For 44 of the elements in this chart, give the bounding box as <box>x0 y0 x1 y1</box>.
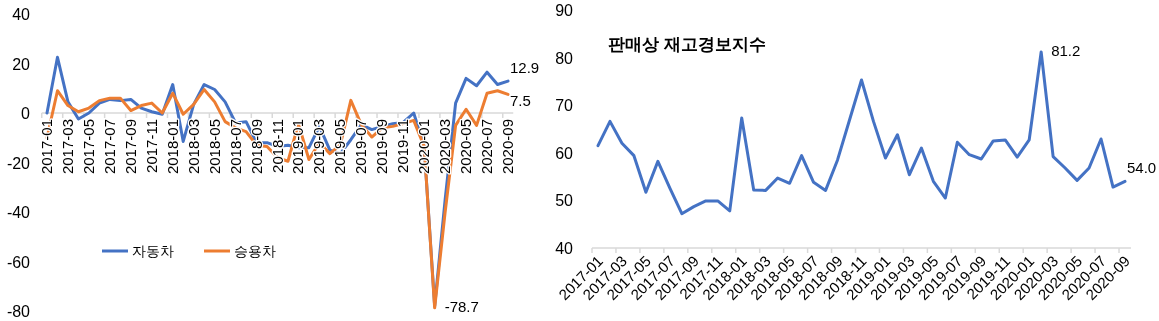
x-tick-label: 2017-01 <box>38 119 55 175</box>
x-tick-label: 2019-11 <box>394 119 412 173</box>
x-tick-label: 2018-01 <box>163 119 181 175</box>
x-tick-label: 2019-05 <box>331 119 349 175</box>
x-tick-label: 2020-07 <box>478 119 496 175</box>
y-tick-label: 40 <box>12 6 31 23</box>
y-tick-label: -80 <box>6 303 31 320</box>
y-tick-label: 80 <box>555 49 574 67</box>
data-label: -78.7 <box>444 297 479 315</box>
x-tick-label: 2017-07 <box>100 119 118 175</box>
text: 판매상 재고경보지수 <box>608 35 766 54</box>
x-tick-label: 2018-03 <box>184 119 202 175</box>
x-tick-label: 2020-03 <box>436 119 454 175</box>
x-tick-label: 2020-01 <box>415 119 433 175</box>
x-tick-label: 2017-05 <box>79 119 97 175</box>
x-tick-label: 2018-05 <box>205 119 223 175</box>
data-label: 81.2 <box>1051 41 1081 59</box>
y-tick-label: 40 <box>555 240 574 257</box>
x-tick-label: 2017-09 <box>121 119 139 175</box>
x-tick-label: 2020-09 <box>499 119 516 175</box>
y-tick-label: 20 <box>12 55 31 73</box>
x-tick-label: 2017-03 <box>58 119 76 175</box>
x-tick-label: 2019-07 <box>352 119 370 175</box>
x-tick-label: 2018-11 <box>268 119 286 173</box>
y-tick-label: 70 <box>555 97 574 115</box>
x-tick-label: 2019-03 <box>310 119 328 175</box>
y-tick-label: 90 <box>555 2 574 19</box>
legend-label: 자동차 <box>132 243 174 259</box>
x-tick-label: 2018-09 <box>247 119 265 175</box>
y-tick-label: 50 <box>555 192 574 210</box>
y-tick-label: -20 <box>6 154 31 172</box>
y-tick-label: -60 <box>6 253 31 271</box>
data-label: 7.5 <box>510 92 531 110</box>
x-tick-label: 2019-09 <box>373 119 391 175</box>
y-tick-label: 60 <box>555 144 574 162</box>
x-tick-label: 2019-01 <box>289 119 307 175</box>
x-tick-label: 2018-07 <box>226 119 244 175</box>
data-label: 12.9 <box>510 59 540 77</box>
y-tick-label: -40 <box>6 204 31 221</box>
y-tick-label: 0 <box>21 105 31 122</box>
x-tick-label: 2020-05 <box>457 119 475 175</box>
x-tick-label: 2017-11 <box>142 119 160 173</box>
data-label: 54.0 <box>1127 159 1157 177</box>
legend-label: 승용차 <box>234 243 276 259</box>
